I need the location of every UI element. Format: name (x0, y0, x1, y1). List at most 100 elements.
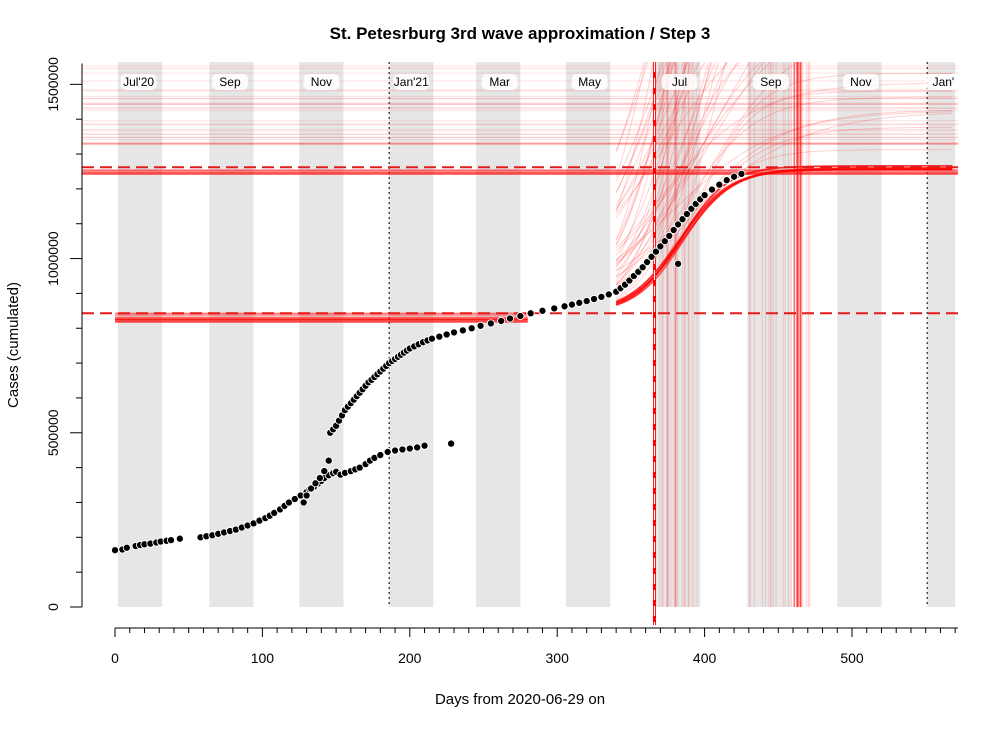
data-point (526, 309, 535, 318)
fit-curve (615, 62, 772, 251)
data-point (442, 330, 451, 339)
data-point (590, 294, 599, 304)
data-point (420, 441, 429, 450)
fit-curve (615, 82, 953, 249)
x-tick-label: 100 (251, 650, 275, 666)
x-tick-label: 400 (693, 650, 717, 666)
data-point (560, 302, 569, 311)
data-point (643, 258, 652, 267)
data-point (435, 332, 444, 341)
data-points (110, 169, 746, 555)
fit-curve (615, 62, 716, 267)
month-band (389, 62, 434, 607)
data-point (383, 447, 392, 456)
data-point (575, 298, 584, 307)
data-point (567, 300, 576, 309)
data-point (447, 439, 456, 448)
data-point (604, 290, 613, 299)
fit-curve (615, 62, 694, 282)
data-point (682, 209, 691, 219)
data-point (715, 180, 724, 189)
data-point (486, 319, 495, 328)
month-band (837, 62, 882, 607)
month-label: Nov (311, 75, 332, 89)
data-point (467, 324, 476, 333)
reference-lines (82, 62, 958, 625)
month-label: Jan' (933, 75, 955, 89)
data-point (651, 247, 661, 256)
data-point (722, 176, 731, 185)
fit-curve (615, 62, 762, 279)
x-tick-label: 200 (398, 650, 422, 666)
data-point (582, 297, 591, 306)
month-label-bg (120, 74, 157, 90)
month-label: Jul'20 (123, 75, 154, 89)
fit-curve (615, 62, 712, 298)
data-point (497, 316, 506, 325)
x-tick-label: 300 (546, 650, 570, 666)
data-point (669, 225, 678, 235)
data-point (122, 543, 131, 552)
data-point (110, 546, 120, 555)
data-point (315, 474, 324, 483)
data-point (674, 220, 683, 229)
data-point (290, 494, 299, 504)
data-point (707, 185, 717, 194)
fit-curve (615, 62, 719, 300)
month-label-bg (303, 74, 340, 90)
fit-curve (615, 111, 953, 261)
fit-curve (615, 62, 692, 269)
data-point (398, 445, 407, 454)
month-band (566, 62, 611, 607)
month-labels: Jul'20 Sep Nov Jan'21 Mar May Jul Sep Nov Jan' (120, 74, 962, 90)
data-point (449, 328, 459, 337)
data-point (405, 444, 414, 453)
x-axis-label: Days from 2020-06-29 on (435, 691, 605, 708)
data-point (306, 484, 316, 493)
month-band (747, 62, 792, 607)
month-label: Sep (760, 75, 782, 89)
month-band (299, 62, 344, 607)
y-axis-label: Cases (cumulated) (5, 282, 22, 408)
data-point (270, 508, 279, 517)
fit-curve (615, 62, 686, 277)
data-point (678, 215, 687, 224)
data-point (505, 314, 515, 323)
x-tick-label: 500 (840, 650, 864, 666)
data-point (516, 312, 525, 321)
month-label: Jan'21 (394, 75, 429, 89)
data-point (376, 451, 385, 460)
fit-curve (615, 62, 730, 214)
data-point (730, 172, 739, 181)
x-tick-label: 0 (111, 650, 119, 666)
fit-curve (615, 62, 687, 286)
fit-curve (615, 62, 673, 246)
month-label: Sep (219, 75, 241, 89)
data-point (166, 536, 176, 545)
month-label-bg (752, 74, 789, 90)
data-point (324, 456, 333, 465)
data-point (665, 231, 674, 240)
y-tick-label: 0 (45, 603, 61, 611)
month-label-bg (211, 74, 248, 90)
axes: 0 100 200 300 400 500 0 500000 1000000 1500000 (45, 57, 958, 666)
data-point (458, 326, 467, 335)
fit-curve (615, 96, 953, 287)
fit-curve (615, 62, 738, 261)
month-label-bg (481, 74, 518, 90)
fit-curve (615, 62, 727, 285)
month-label-bg (571, 74, 608, 90)
month-label: Nov (850, 75, 871, 89)
chart-title: St. Petesrburg 3rd wave approximation / … (330, 24, 711, 43)
month-label-bg (661, 74, 698, 90)
fit-curve (615, 62, 713, 296)
y-tick-label: 500000 (45, 409, 61, 456)
data-point (476, 321, 485, 330)
fit-curve (615, 62, 701, 210)
month-band (476, 62, 521, 607)
month-band (117, 62, 163, 607)
data-point (355, 463, 364, 472)
y-tick-label: 1500000 (45, 57, 61, 112)
data-point (674, 259, 683, 268)
month-band (927, 62, 956, 607)
